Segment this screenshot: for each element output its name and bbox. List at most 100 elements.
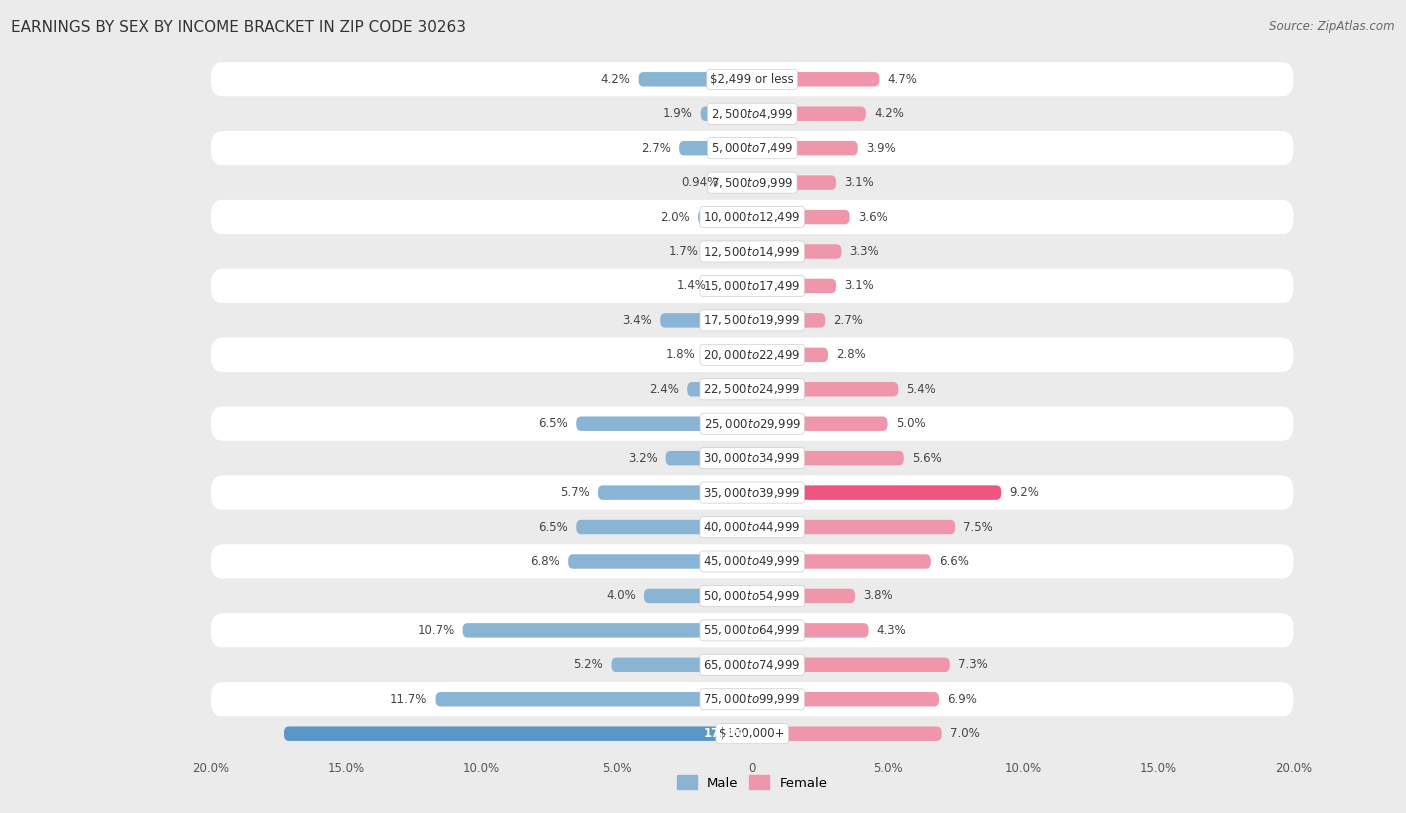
Text: Source: ZipAtlas.com: Source: ZipAtlas.com xyxy=(1270,20,1395,33)
FancyBboxPatch shape xyxy=(211,716,1294,751)
Text: 7.5%: 7.5% xyxy=(963,520,993,533)
FancyBboxPatch shape xyxy=(576,520,752,534)
FancyBboxPatch shape xyxy=(612,658,752,672)
Text: 4.3%: 4.3% xyxy=(877,624,907,637)
Text: 4.2%: 4.2% xyxy=(875,107,904,120)
FancyBboxPatch shape xyxy=(211,234,1294,269)
FancyBboxPatch shape xyxy=(752,279,837,293)
FancyBboxPatch shape xyxy=(568,554,752,569)
FancyBboxPatch shape xyxy=(752,485,1001,500)
Text: 1.9%: 1.9% xyxy=(662,107,693,120)
Text: 6.6%: 6.6% xyxy=(939,555,969,568)
Text: $12,500 to $14,999: $12,500 to $14,999 xyxy=(703,245,801,259)
Text: $5,000 to $7,499: $5,000 to $7,499 xyxy=(711,141,793,155)
Text: $35,000 to $39,999: $35,000 to $39,999 xyxy=(703,485,801,500)
FancyBboxPatch shape xyxy=(644,589,752,603)
FancyBboxPatch shape xyxy=(211,476,1294,510)
Text: 6.5%: 6.5% xyxy=(538,520,568,533)
FancyBboxPatch shape xyxy=(211,337,1294,372)
FancyBboxPatch shape xyxy=(706,244,752,259)
FancyBboxPatch shape xyxy=(211,510,1294,544)
FancyBboxPatch shape xyxy=(598,485,752,500)
FancyBboxPatch shape xyxy=(211,372,1294,406)
FancyBboxPatch shape xyxy=(661,313,752,328)
FancyBboxPatch shape xyxy=(752,382,898,397)
FancyBboxPatch shape xyxy=(752,141,858,155)
Text: 6.5%: 6.5% xyxy=(538,417,568,430)
FancyBboxPatch shape xyxy=(752,727,942,741)
FancyBboxPatch shape xyxy=(752,623,869,637)
FancyBboxPatch shape xyxy=(211,97,1294,131)
Text: 0.94%: 0.94% xyxy=(682,176,718,189)
Text: 6.8%: 6.8% xyxy=(530,555,560,568)
FancyBboxPatch shape xyxy=(211,165,1294,200)
FancyBboxPatch shape xyxy=(211,441,1294,476)
FancyBboxPatch shape xyxy=(284,727,752,741)
Text: 3.4%: 3.4% xyxy=(623,314,652,327)
Text: $2,499 or less: $2,499 or less xyxy=(710,73,794,86)
Text: 3.3%: 3.3% xyxy=(849,245,879,258)
Text: 5.6%: 5.6% xyxy=(912,452,942,465)
Text: $17,500 to $19,999: $17,500 to $19,999 xyxy=(703,313,801,328)
Text: $40,000 to $44,999: $40,000 to $44,999 xyxy=(703,520,801,534)
Text: 3.1%: 3.1% xyxy=(844,280,875,293)
Text: 5.7%: 5.7% xyxy=(560,486,589,499)
Text: $25,000 to $29,999: $25,000 to $29,999 xyxy=(703,417,801,431)
Text: $7,500 to $9,999: $7,500 to $9,999 xyxy=(711,176,793,189)
Text: 2.4%: 2.4% xyxy=(650,383,679,396)
Text: 11.7%: 11.7% xyxy=(389,693,427,706)
Text: 2.7%: 2.7% xyxy=(641,141,671,154)
FancyBboxPatch shape xyxy=(688,382,752,397)
Text: 7.3%: 7.3% xyxy=(957,659,987,672)
Text: $45,000 to $49,999: $45,000 to $49,999 xyxy=(703,554,801,568)
Text: 1.7%: 1.7% xyxy=(668,245,697,258)
Text: 4.7%: 4.7% xyxy=(887,73,917,86)
Text: $55,000 to $64,999: $55,000 to $64,999 xyxy=(703,624,801,637)
Text: 1.8%: 1.8% xyxy=(665,348,696,361)
FancyBboxPatch shape xyxy=(211,269,1294,303)
Text: 2.8%: 2.8% xyxy=(837,348,866,361)
Text: 2.7%: 2.7% xyxy=(834,314,863,327)
FancyBboxPatch shape xyxy=(697,210,752,224)
Legend: Male, Female: Male, Female xyxy=(672,770,832,795)
Text: 2.0%: 2.0% xyxy=(661,211,690,224)
Text: 17.3%: 17.3% xyxy=(703,727,744,740)
Text: 10.7%: 10.7% xyxy=(418,624,454,637)
FancyBboxPatch shape xyxy=(638,72,752,86)
FancyBboxPatch shape xyxy=(752,658,950,672)
FancyBboxPatch shape xyxy=(752,244,842,259)
FancyBboxPatch shape xyxy=(665,451,752,465)
FancyBboxPatch shape xyxy=(463,623,752,637)
Text: EARNINGS BY SEX BY INCOME BRACKET IN ZIP CODE 30263: EARNINGS BY SEX BY INCOME BRACKET IN ZIP… xyxy=(11,20,467,35)
Text: $10,000 to $12,499: $10,000 to $12,499 xyxy=(703,210,801,224)
Text: $65,000 to $74,999: $65,000 to $74,999 xyxy=(703,658,801,672)
FancyBboxPatch shape xyxy=(752,589,855,603)
FancyBboxPatch shape xyxy=(727,176,752,190)
FancyBboxPatch shape xyxy=(700,107,752,121)
Text: 3.9%: 3.9% xyxy=(866,141,896,154)
FancyBboxPatch shape xyxy=(752,313,825,328)
FancyBboxPatch shape xyxy=(576,416,752,431)
Text: $50,000 to $54,999: $50,000 to $54,999 xyxy=(703,589,801,603)
FancyBboxPatch shape xyxy=(752,520,955,534)
FancyBboxPatch shape xyxy=(211,544,1294,579)
Text: $75,000 to $99,999: $75,000 to $99,999 xyxy=(703,692,801,706)
FancyBboxPatch shape xyxy=(752,210,849,224)
FancyBboxPatch shape xyxy=(752,692,939,706)
Text: 6.9%: 6.9% xyxy=(948,693,977,706)
Text: $22,500 to $24,999: $22,500 to $24,999 xyxy=(703,382,801,396)
FancyBboxPatch shape xyxy=(714,279,752,293)
FancyBboxPatch shape xyxy=(211,303,1294,337)
FancyBboxPatch shape xyxy=(211,131,1294,165)
Text: $2,500 to $4,999: $2,500 to $4,999 xyxy=(711,107,793,121)
Text: 5.4%: 5.4% xyxy=(907,383,936,396)
Text: 3.8%: 3.8% xyxy=(863,589,893,602)
FancyBboxPatch shape xyxy=(211,648,1294,682)
FancyBboxPatch shape xyxy=(211,613,1294,648)
Text: 4.2%: 4.2% xyxy=(600,73,630,86)
Text: 3.1%: 3.1% xyxy=(844,176,875,189)
Text: 7.0%: 7.0% xyxy=(950,727,980,740)
Text: 4.0%: 4.0% xyxy=(606,589,636,602)
Text: $15,000 to $17,499: $15,000 to $17,499 xyxy=(703,279,801,293)
Text: 1.4%: 1.4% xyxy=(676,280,706,293)
